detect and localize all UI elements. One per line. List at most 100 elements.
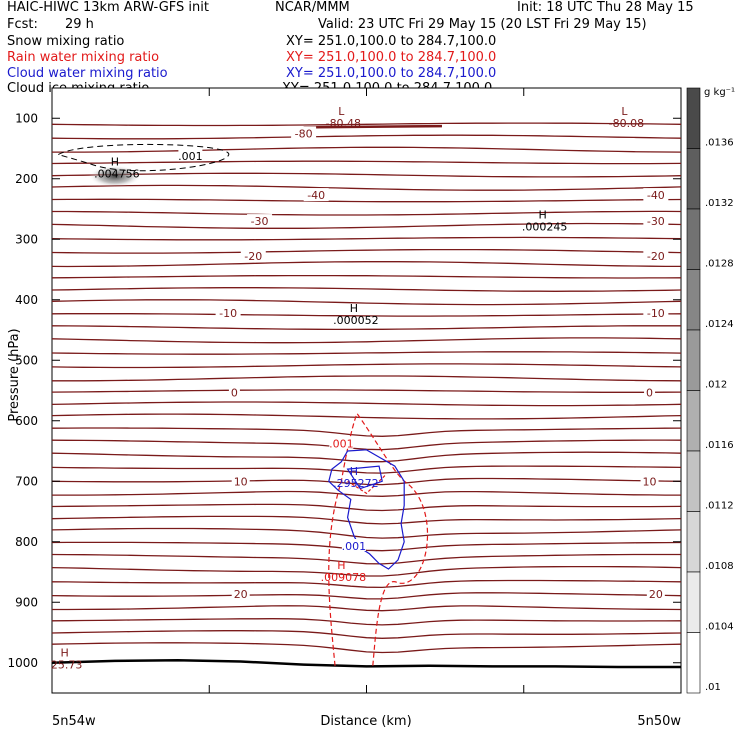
temperature-contours <box>51 122 682 669</box>
colorbar-segment <box>686 208 701 270</box>
colorbar-segment <box>686 511 701 573</box>
isotherm-line <box>51 363 682 369</box>
org-label: NCAR/MMM <box>275 0 350 15</box>
colorbar-segment <box>686 571 701 633</box>
field-snow-label: Snow mixing ratio <box>7 34 125 49</box>
extremum-value: .009078 <box>321 571 367 584</box>
extremum-marker: H <box>538 209 546 222</box>
colorbar-tick-label: .01 <box>705 682 721 693</box>
isotherm-label: -10 <box>647 307 665 320</box>
extremum-value: .295272 <box>333 477 379 490</box>
isotherm-label-bg <box>643 249 669 263</box>
extremum-marker: H <box>350 302 358 315</box>
isotherm-line <box>52 375 682 382</box>
field-cloudwater-label: Cloud water mixing ratio <box>7 66 168 81</box>
extremum-marker: H <box>111 155 119 168</box>
contour-labels: -80 -40 -40 -30 -30 -20 -20 -10 -10 0 0 10 10 20 20 .00… <box>51 105 669 672</box>
extremum-value: .004756 <box>94 167 140 180</box>
valid-time: Valid: 23 UTC Fri 29 May 15 (20 LST Fri … <box>318 17 647 32</box>
isotherm-line <box>51 134 682 140</box>
isotherm-label: -20 <box>647 250 665 263</box>
isotherm-line <box>51 553 681 565</box>
x-tick-left: 5n54w <box>52 714 96 729</box>
y-tick-label: 100 <box>15 111 38 125</box>
isotherm-line <box>51 401 682 407</box>
cloudwater-contour <box>328 449 405 570</box>
colorbar-tick-label: .0128 <box>705 259 734 270</box>
colorbar-tick-label: .0112 <box>705 501 734 512</box>
isotherm-line <box>51 579 682 589</box>
isotherm-label: 10 <box>643 475 657 488</box>
isotherm-label-bg <box>646 586 665 600</box>
isotherm-label-bg <box>247 214 273 228</box>
isotherm-line <box>51 299 682 306</box>
extremum-value: 25.73 <box>51 659 83 672</box>
cloudwater-inner-contour <box>346 465 383 490</box>
contour-label-bg <box>178 148 203 161</box>
x-axis-label: Distance (km) <box>320 714 411 729</box>
snow-contour <box>57 143 229 172</box>
hydrometeor-contours <box>57 143 429 666</box>
isotherm-line <box>51 565 682 577</box>
isotherm-line <box>51 541 682 552</box>
y-tick-label: 1000 <box>7 656 38 670</box>
forecast-label: Fcst: <box>7 17 38 32</box>
colorbar-segment <box>686 450 701 512</box>
isotherm-line <box>52 605 682 612</box>
y-tick-label: 800 <box>15 535 38 549</box>
isotherm-label: 20 <box>234 588 248 601</box>
isotherm-label-bg <box>291 126 317 140</box>
isotherm-label-bg <box>643 306 669 320</box>
isotherm-line <box>51 184 682 191</box>
colorbar-tick-label: .0104 <box>705 622 734 633</box>
isotherm-label: 0 <box>646 386 653 399</box>
isotherm-line <box>51 351 682 355</box>
isotherm-line <box>51 287 682 292</box>
isotherm-line <box>51 198 682 203</box>
forecast-hours: 29 h <box>65 17 94 32</box>
isotherm-label: 20 <box>649 588 663 601</box>
colorbar-segment <box>686 269 701 331</box>
isotherm-label-bg <box>643 214 669 228</box>
isotherm-line <box>51 465 682 474</box>
isotherm-line <box>51 160 682 165</box>
isotherm-label-bg <box>640 474 659 488</box>
y-tick-label: 600 <box>15 414 38 428</box>
isotherm-line <box>51 618 682 626</box>
isotherm-label-bg <box>228 385 240 399</box>
contour-label: .001 <box>178 150 203 163</box>
field-rain-label: Rain water mixing ratio <box>7 50 160 65</box>
extremum-value: .000245 <box>522 221 568 234</box>
isotherm-label: -80 <box>295 127 313 140</box>
colorbar-tick-label: .0136 <box>705 138 734 149</box>
isotherm-segment <box>303 124 442 129</box>
colorbar-tick-label: .0108 <box>705 561 734 572</box>
isotherm-label-bg <box>231 474 250 488</box>
isotherm-line <box>51 592 682 600</box>
isotherm-label: -30 <box>251 215 269 228</box>
isotherm-line <box>51 325 681 331</box>
extremum-value: -80.08 <box>609 117 644 130</box>
extremum-marker: H <box>337 559 345 572</box>
colorbar-segment <box>686 87 701 149</box>
isotherm-line <box>51 477 682 486</box>
extremum-marker: H <box>60 647 68 660</box>
isotherm-line <box>51 248 682 254</box>
colorbar-tick-label: .0132 <box>705 198 734 209</box>
isotherm-line <box>51 451 682 463</box>
extremum-marker: L <box>621 105 628 118</box>
snow-shading <box>88 165 141 188</box>
isotherm-label-bg <box>240 249 266 263</box>
field-snow-xy: XY= 251.0,100.0 to 284.7,100.0 <box>286 34 497 49</box>
isotherm-line <box>51 172 682 178</box>
contour-label-bg <box>341 538 366 551</box>
rain-inner-contour <box>347 474 386 495</box>
y-tick-label: 300 <box>15 232 38 246</box>
isotherm-label: 10 <box>234 475 248 488</box>
colorbar-segment <box>686 632 701 694</box>
isotherm-label: -20 <box>244 250 262 263</box>
colorbar: g kg⁻¹ .0136 .0132 .0128 .0124 .012 .0116 .011… <box>686 87 735 694</box>
contour-label-bg <box>329 436 354 449</box>
surface-line <box>51 659 681 669</box>
